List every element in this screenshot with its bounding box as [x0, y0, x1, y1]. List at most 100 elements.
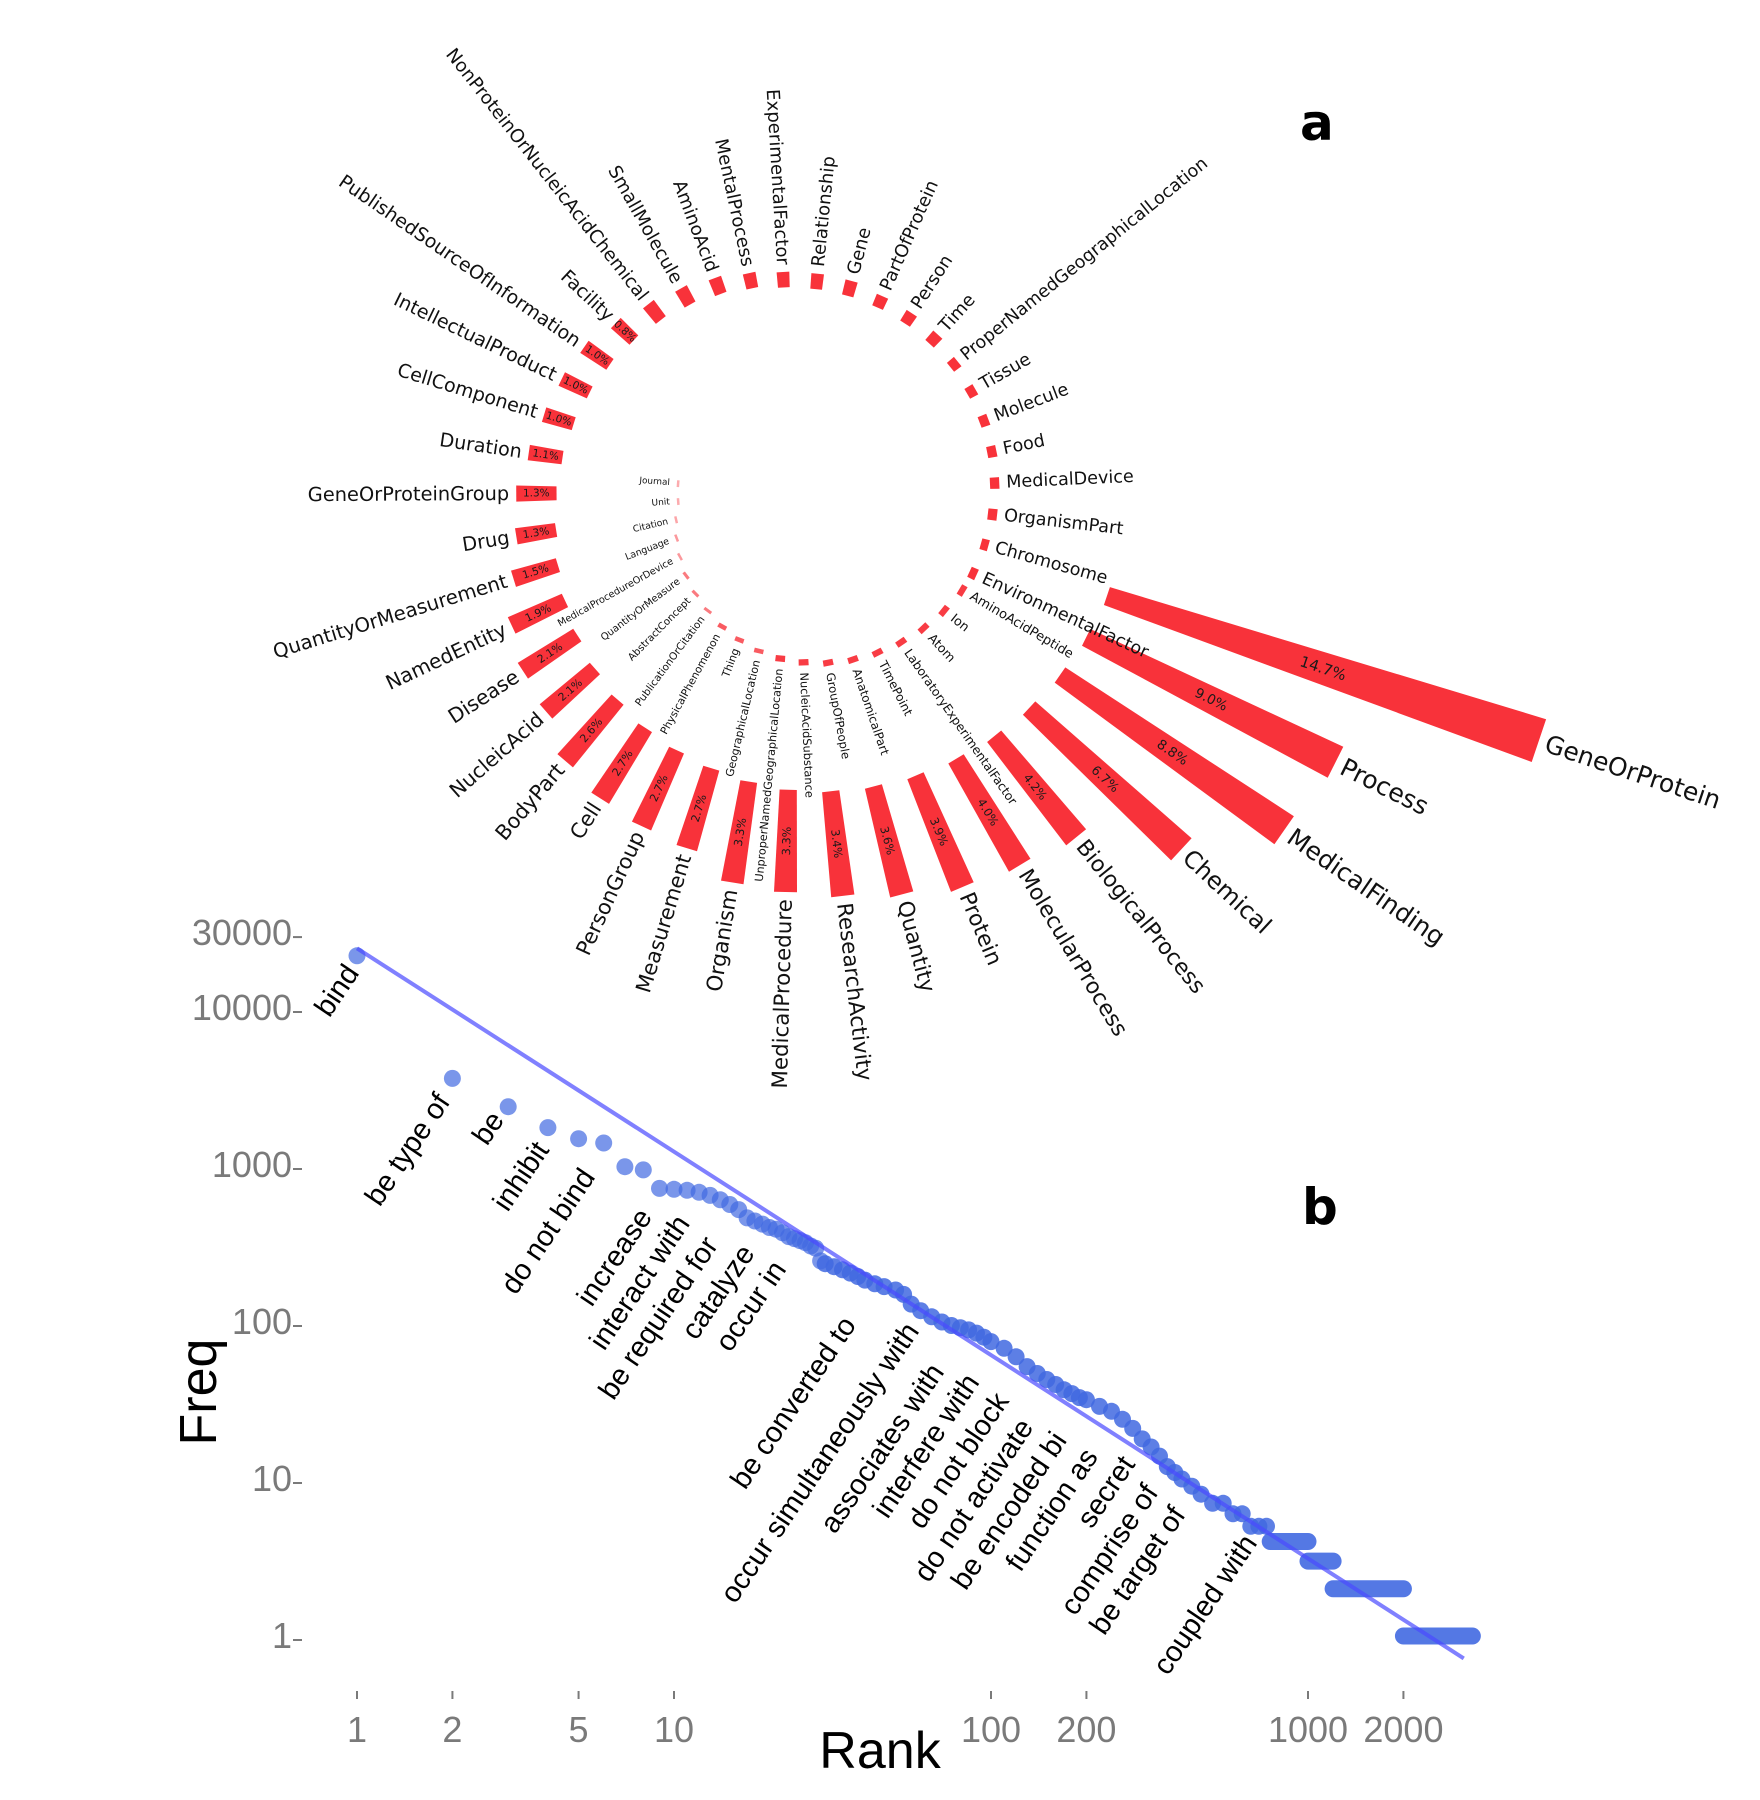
data-point [443, 1069, 461, 1087]
category-label: PersonGroup [571, 827, 649, 959]
data-point [616, 1158, 634, 1176]
bar-Ion [938, 604, 950, 618]
data-point [665, 1180, 683, 1198]
bar-Protein [907, 772, 974, 892]
point-label: inhibit [487, 1136, 556, 1217]
category-label: Molecule [991, 380, 1071, 426]
category-label: PhysicalPhenomenon [658, 632, 723, 737]
circular-bar-chart: GeneOrProtein14.7%Process9.0%MedicalFind… [270, 45, 1724, 1089]
category-label: Tissue [976, 349, 1035, 394]
bar-NucleicAcid [539, 662, 600, 719]
bar-Atom [917, 622, 930, 635]
bar-ProperNamedGeographicalLocation [946, 356, 962, 372]
category-label: Gene [843, 225, 875, 277]
bar-Duration [527, 444, 564, 465]
bar-BiologicalProcess [987, 730, 1087, 846]
bar-GroupOfPeople [822, 658, 834, 667]
y-tick-label: 1000 [212, 1144, 292, 1185]
y-tick-label: 1 [272, 1615, 292, 1656]
bar-PublishedSourceOfInformation [580, 340, 614, 370]
data-point [651, 1179, 668, 1197]
bar-Quantity [864, 784, 914, 898]
category-label: Duration [438, 428, 523, 463]
bar-Relationship [810, 273, 824, 290]
bar-CellComponent [541, 407, 576, 431]
category-label: Food [1001, 431, 1046, 459]
bar-MolecularProcess [948, 754, 1031, 872]
bar-AnatomicalPart [847, 655, 859, 665]
category-label: MedicalFinding [1282, 822, 1450, 951]
bar-Molecule [977, 413, 991, 428]
bar-SmallMolecule [675, 285, 696, 308]
bar-Organism [721, 780, 758, 885]
category-label: Relationship [808, 155, 840, 268]
percentage-label: 3.3% [780, 826, 794, 855]
category-label: GeneOrProteinGroup [308, 482, 510, 506]
fit-line [355, 946, 1465, 1661]
panel-label-b: b [1302, 1178, 1338, 1236]
bar-PhysicalPhenomenon [717, 622, 728, 631]
category-label: Protein [954, 889, 1007, 969]
y-axis-title: Freq [170, 1339, 228, 1446]
bar-Unit [676, 498, 680, 506]
bar-Disease [517, 628, 582, 679]
category-label: MentalProcess [710, 137, 758, 269]
bar-Time [925, 330, 943, 348]
bar-Chromosome [979, 538, 990, 552]
bar-MedicalDevice [989, 477, 1000, 489]
bar-Tissue [964, 384, 979, 399]
bar-NamedEntity [507, 593, 569, 634]
data-point [1007, 1348, 1025, 1366]
data-point [570, 1130, 588, 1148]
point-label: be type of [359, 1087, 457, 1211]
bar-OrganismPart [987, 508, 998, 521]
x-tick-label: 2 [442, 1709, 462, 1750]
category-label: Measurement [631, 851, 696, 995]
bar-IntellectualProduct [558, 372, 593, 399]
bar-PersonGroup [631, 746, 684, 831]
percentage-label: 3.4% [828, 829, 845, 860]
category-label: TimePoint [875, 658, 915, 719]
category-label: MedicalDevice [1006, 467, 1134, 493]
category-label: QuantityOrMeasure [599, 576, 682, 643]
percentage-label: 1.3% [523, 487, 550, 499]
data-point [499, 1098, 517, 1116]
category-label: Citation [632, 516, 670, 535]
category-label: Unit [651, 497, 671, 508]
y-tick-label: 10000 [192, 987, 292, 1028]
bar-BodyPart [557, 694, 624, 768]
category-label: Organism [702, 887, 743, 993]
x-tick-label: 100 [961, 1709, 1021, 1750]
category-label: ProperNamedGeographicalLocation [957, 154, 1212, 365]
panel-label-a: a [1300, 94, 1334, 152]
category-label: OrganismPart [1003, 506, 1124, 540]
x-tick-label: 200 [1056, 1709, 1116, 1750]
category-label: Cell [565, 798, 606, 844]
category-label: Disease [444, 665, 524, 729]
data-point [634, 1161, 652, 1179]
bar-AminoAcid [708, 275, 727, 297]
bar-ExperimentalFactor [776, 271, 790, 288]
y-tick-label: 100 [232, 1301, 292, 1342]
bar-GeneOrProtein [1103, 587, 1547, 762]
bar-Citation [674, 516, 679, 524]
x-tick-label: 2000 [1363, 1709, 1443, 1750]
x-tick-label: 5 [569, 1709, 589, 1750]
y-tick-label: 30000 [192, 912, 292, 953]
bar-MedicalFinding [1054, 667, 1294, 845]
x-tick-label: 10 [654, 1709, 694, 1750]
bar-EnvironmentalFactor [967, 566, 979, 581]
bar-MedicalProcedure [774, 789, 797, 893]
category-label: Atom [925, 630, 959, 665]
category-label: Time [934, 290, 980, 337]
bar-Thing [734, 636, 745, 644]
category-label: ResearchActivity [831, 902, 876, 1083]
percentage-label: 1.1% [532, 447, 560, 463]
bar-QuantityOrMeasurement [511, 558, 560, 587]
bar-NonProteinOrNucleicAcidChemical [643, 299, 666, 324]
data-point [982, 1333, 1000, 1351]
bar-PartOfProtein [872, 293, 889, 310]
data-point [995, 1339, 1013, 1357]
bar-ResearchActivity [822, 790, 855, 898]
